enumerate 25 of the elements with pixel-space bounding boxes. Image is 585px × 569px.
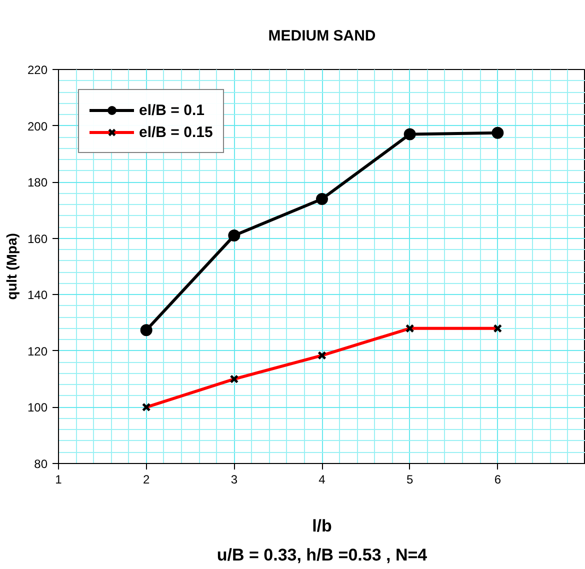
y-tick-label: 180 — [27, 176, 48, 190]
x-tick-label: 6 — [494, 472, 502, 486]
point — [316, 192, 328, 205]
legend-label: el/B = 0.1 — [139, 102, 204, 118]
point — [404, 128, 416, 140]
y-tick-label: 220 — [27, 63, 48, 77]
x-axis-title: l/b — [312, 516, 332, 536]
x-tick-label: 1 — [55, 472, 62, 486]
y-tick-label: 160 — [27, 232, 48, 246]
y-axis-title: qult (Mpa) — [3, 233, 20, 300]
y-tick-label: 80 — [34, 457, 48, 471]
y-tick-label: 120 — [27, 344, 48, 358]
x-tick-label: 4 — [318, 472, 326, 486]
chart-title: MEDIUM SAND — [268, 28, 376, 44]
point — [228, 230, 240, 242]
legend-label: el/B = 0.15 — [139, 124, 213, 140]
x-tick-label: 2 — [142, 472, 150, 486]
text: u/B = 0.33, h/B =0.53 , N=4 — [216, 546, 428, 564]
point — [140, 324, 152, 336]
x-tick-label: 5 — [406, 472, 414, 486]
point — [492, 126, 504, 139]
y-tick-label: 140 — [27, 288, 48, 302]
x-tick-label: 3 — [230, 472, 238, 486]
y-tick-label: 200 — [27, 119, 48, 134]
y-tick-label: 100 — [27, 400, 48, 415]
